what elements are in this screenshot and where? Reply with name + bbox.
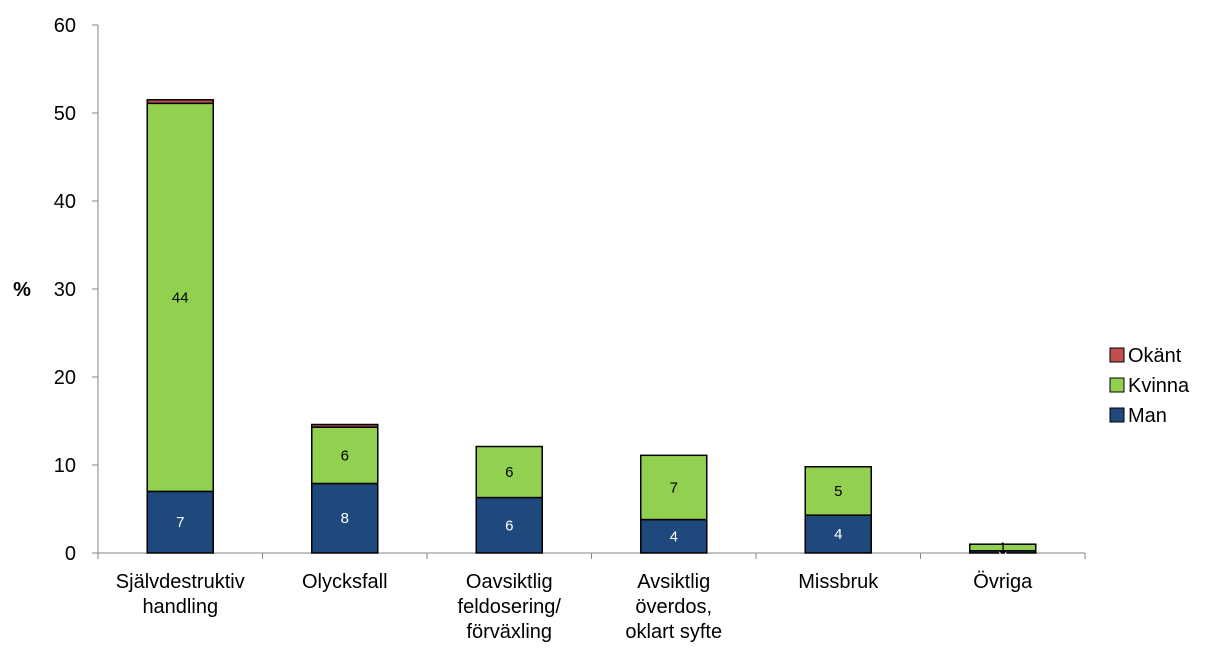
- category-label: Oavsiktlig: [466, 571, 553, 593]
- category-label: Övriga: [973, 571, 1033, 593]
- bar-segment-man: [146, 490, 214, 554]
- data-label: 4: [834, 526, 842, 543]
- y-tick-label: 50: [54, 103, 76, 125]
- y-tick-label: 30: [54, 279, 76, 301]
- bar-segment-okänt: [311, 423, 379, 428]
- legend-label: Kvinna: [1128, 375, 1190, 397]
- data-label: 4: [670, 528, 678, 545]
- bar-segment-man: [311, 482, 379, 554]
- legend-swatch: [1109, 407, 1125, 423]
- bar-segment-kvinna: [969, 543, 1037, 552]
- legend-swatch: [1109, 347, 1125, 363]
- y-axis-label: %: [13, 279, 31, 301]
- bar-segment-kvinna: [146, 102, 214, 493]
- category-label: förväxling: [466, 621, 552, 643]
- data-label: 8: [341, 510, 349, 527]
- bar-segment-man: [804, 514, 872, 554]
- y-tick-label: 20: [54, 367, 76, 389]
- category-label: Avsiktlig: [637, 571, 710, 593]
- data-label: 6: [505, 517, 513, 534]
- y-tick-label: 0: [65, 543, 76, 565]
- bar-segment-kvinna: [475, 445, 543, 499]
- category-label: oklart syfte: [625, 621, 722, 643]
- data-label: 7: [176, 514, 184, 531]
- data-label: 6: [341, 447, 349, 464]
- bar-segment-kvinna: [804, 466, 872, 516]
- bar-segment-kvinna: [640, 454, 708, 521]
- bar-segment-okänt: [146, 99, 214, 105]
- category-label: Självdestruktiv: [116, 571, 245, 593]
- category-label: feldosering/: [458, 596, 562, 618]
- y-tick-label: 40: [54, 191, 76, 213]
- category-label: handling: [142, 596, 218, 618]
- bar-segment-man: [475, 496, 543, 554]
- legend-label: Okänt: [1128, 345, 1182, 367]
- data-label: 0: [999, 544, 1007, 561]
- legend-swatch: [1109, 377, 1125, 393]
- y-tick-label: 10: [54, 455, 76, 477]
- y-tick-label: 60: [54, 15, 76, 37]
- bar-segment-kvinna: [311, 426, 379, 485]
- category-label: Missbruk: [798, 571, 879, 593]
- category-label: överdos,: [635, 596, 712, 618]
- data-label: 7: [670, 479, 678, 496]
- category-label: Olycksfall: [302, 571, 388, 593]
- data-label: 44: [172, 289, 189, 306]
- data-label: 1: [999, 540, 1007, 557]
- data-label: 5: [834, 483, 842, 500]
- legend-label: Man: [1128, 405, 1167, 427]
- data-label: 6: [505, 464, 513, 481]
